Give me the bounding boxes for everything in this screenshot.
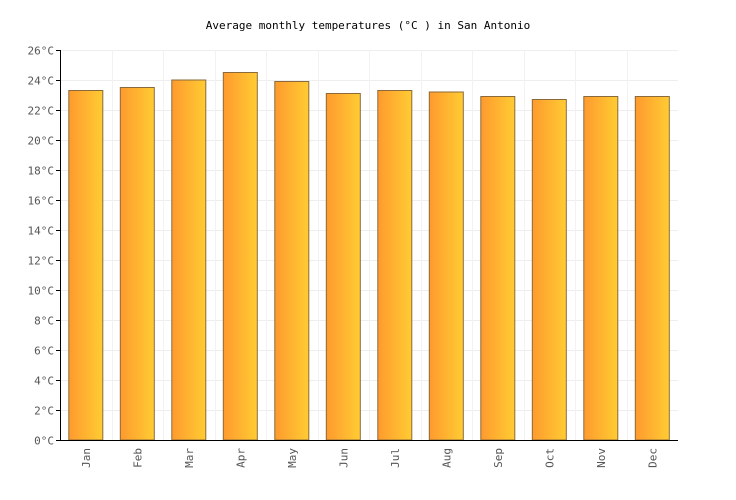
x-tick-label: Nov (595, 448, 608, 468)
y-tick-label: 12°C (28, 255, 55, 268)
x-tick-label: May (286, 448, 299, 468)
bar-mar (171, 79, 207, 441)
axes (56, 50, 678, 441)
y-tick-label: 8°C (34, 315, 54, 328)
bar-jun (325, 93, 361, 441)
bar-feb (119, 87, 155, 441)
bar-dec (634, 96, 670, 441)
bar-aug (428, 91, 464, 441)
bars (68, 72, 670, 441)
y-tick-label: 2°C (34, 405, 54, 418)
y-tick-labels: 0°C 2°C 4°C 6°C 8°C 10°C 12°C 14°C 16°C 18°C 20°C 2… (28, 45, 55, 448)
x-tick-labels: Jan Feb Mar Apr May Jun Jul Aug Sep Oct Nov Dec (80, 448, 660, 468)
y-tick-label: 26°C (28, 45, 55, 58)
bar-sep (480, 96, 516, 441)
chart-title: Average monthly temperatures (°C ) in Sa… (206, 19, 531, 32)
y-tick-label: 20°C (28, 135, 55, 148)
x-tick-label: Sep (492, 448, 505, 468)
y-tick-label: 22°C (28, 105, 55, 118)
bar-may (274, 81, 310, 441)
bar-nov (583, 96, 619, 441)
bar-jul (377, 90, 413, 441)
y-tick-label: 24°C (28, 75, 55, 88)
y-tick-label: 14°C (28, 225, 55, 238)
x-tick-label: Jun (337, 448, 350, 468)
y-tick-label: 18°C (28, 165, 55, 178)
bar-apr (222, 72, 258, 441)
y-tick-label: 6°C (34, 345, 54, 358)
bar-jan (68, 90, 104, 441)
x-tick-label: Oct (543, 448, 556, 468)
x-tick-label: Feb (131, 448, 144, 468)
x-tick-label: Mar (183, 448, 196, 468)
y-tick-label: 10°C (28, 285, 55, 298)
bar-oct (531, 99, 567, 441)
x-tick-label: Jul (389, 448, 402, 468)
x-tick-label: Aug (440, 448, 453, 468)
y-tick-label: 16°C (28, 195, 55, 208)
grid-lines (60, 50, 678, 440)
x-tick-label: Apr (234, 448, 247, 468)
y-tick-label: 4°C (34, 375, 54, 388)
x-tick-label: Jan (80, 448, 93, 468)
x-tick-label: Dec (646, 448, 659, 468)
y-tick-label: 0°C (34, 435, 54, 448)
